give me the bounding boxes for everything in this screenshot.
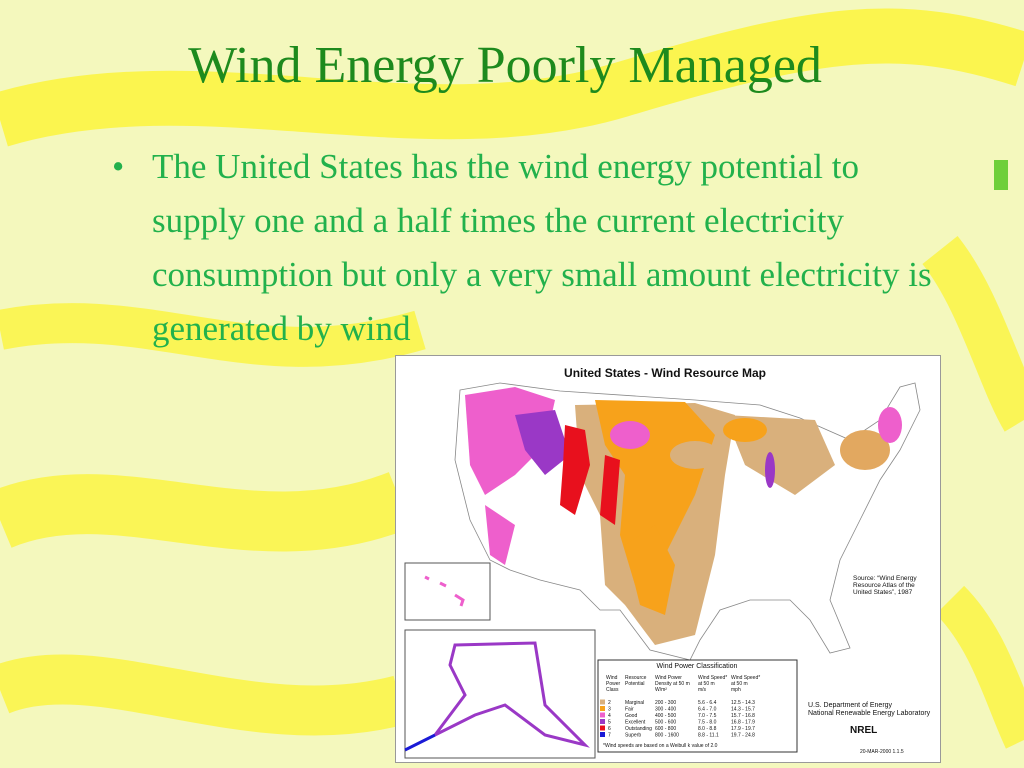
legend-cell: 12.5 - 14.3 bbox=[731, 700, 755, 706]
legend-header: Density at 50 m bbox=[655, 681, 690, 687]
legend-header: Wind bbox=[606, 675, 618, 681]
legend-cell: 7.5 - 8.0 bbox=[698, 720, 717, 726]
legend-cell: 5 bbox=[608, 720, 611, 726]
hawaii-inset bbox=[404, 562, 491, 621]
wind-map: United States - Wind Resource Map Wind P… bbox=[395, 355, 941, 763]
legend-cell: 19.7 - 24.8 bbox=[731, 733, 755, 739]
us-map bbox=[454, 382, 921, 661]
legend-header: Wind Speed* bbox=[698, 675, 727, 681]
legend-cell: 8.8 - 11.1 bbox=[698, 733, 719, 739]
legend-cell: 200 - 300 bbox=[655, 700, 676, 706]
legend-swatch bbox=[600, 719, 605, 724]
legend: Wind Power Classification WindPowerClass… bbox=[597, 659, 798, 753]
legend-swatch bbox=[600, 732, 605, 737]
legend-header: at 50 m bbox=[698, 681, 715, 687]
source-note: Source: “Wind Energy Resource Atlas of t… bbox=[853, 575, 917, 596]
legend-header: Wind Power bbox=[655, 675, 682, 681]
source-line: Source: “Wind Energy bbox=[853, 575, 917, 582]
legend-header: Resource bbox=[625, 675, 647, 681]
agency: U.S. Department of Energy bbox=[808, 702, 893, 709]
legend-cell: 800 - 1600 bbox=[655, 733, 679, 739]
legend-footnote: *Wind speeds are based on a Weibull k va… bbox=[603, 743, 718, 749]
agency: National Renewable Energy Laboratory bbox=[808, 710, 931, 717]
legend-cell: Outstanding bbox=[625, 726, 652, 732]
legend-swatch bbox=[600, 706, 605, 711]
legend-cell: 4 bbox=[608, 713, 611, 719]
legend-header: Potential bbox=[625, 681, 644, 687]
legend-cell: 400 - 500 bbox=[655, 713, 676, 719]
legend-header: at 50 m bbox=[731, 681, 748, 687]
legend-swatch bbox=[600, 712, 605, 718]
legend-cell: 6.4 - 7.0 bbox=[698, 707, 717, 713]
legend-cell: 8.0 - 8.8 bbox=[698, 726, 717, 732]
source-line: United States”, 1987 bbox=[853, 589, 913, 596]
legend-header: mph bbox=[731, 687, 741, 693]
legend-cell: 14.3 - 15.7 bbox=[731, 707, 755, 713]
map-date: 20-MAR-2000 1.1.5 bbox=[860, 749, 904, 755]
legend-cell: 6 bbox=[608, 726, 611, 732]
bullet-text: The United States has the wind energy po… bbox=[152, 147, 932, 348]
legend-header: Class bbox=[606, 687, 619, 693]
legend-cell: 2 bbox=[608, 700, 611, 706]
legend-cell: 3 bbox=[608, 707, 611, 713]
legend-header: m/s bbox=[698, 687, 707, 693]
legend-header: W/m² bbox=[655, 687, 667, 693]
legend-cell: Good bbox=[625, 713, 637, 719]
legend-cell: Superb bbox=[625, 733, 641, 739]
legend-cell: 5.6 - 6.4 bbox=[698, 700, 717, 706]
map-title: United States - Wind Resource Map bbox=[564, 366, 766, 380]
legend-cell: 17.9 - 19.7 bbox=[731, 726, 755, 732]
logo: NREL bbox=[850, 725, 877, 736]
source-line: Resource Atlas of the bbox=[853, 582, 915, 589]
legend-cell: 16.8 - 17.9 bbox=[731, 720, 755, 726]
legend-header: Power bbox=[606, 681, 621, 687]
legend-cell: Marginal bbox=[625, 700, 644, 706]
legend-cell: 15.7 - 16.8 bbox=[731, 713, 755, 719]
legend-cell: Excellent bbox=[625, 720, 646, 726]
legend-swatch bbox=[600, 725, 605, 731]
legend-cell: Fair bbox=[625, 707, 634, 713]
legend-cell: 7.0 - 7.5 bbox=[698, 713, 717, 719]
slide-title: Wind Energy Poorly Managed bbox=[188, 37, 822, 94]
legend-cell: 300 - 400 bbox=[655, 707, 676, 713]
legend-title: Wind Power Classification bbox=[657, 663, 738, 670]
legend-header: Wind Speed* bbox=[731, 675, 760, 681]
legend-cell: 500 - 600 bbox=[655, 720, 676, 726]
legend-cell: 600 - 800 bbox=[655, 726, 676, 732]
legend-swatch bbox=[600, 699, 605, 705]
legend-cell: 7 bbox=[608, 733, 611, 739]
